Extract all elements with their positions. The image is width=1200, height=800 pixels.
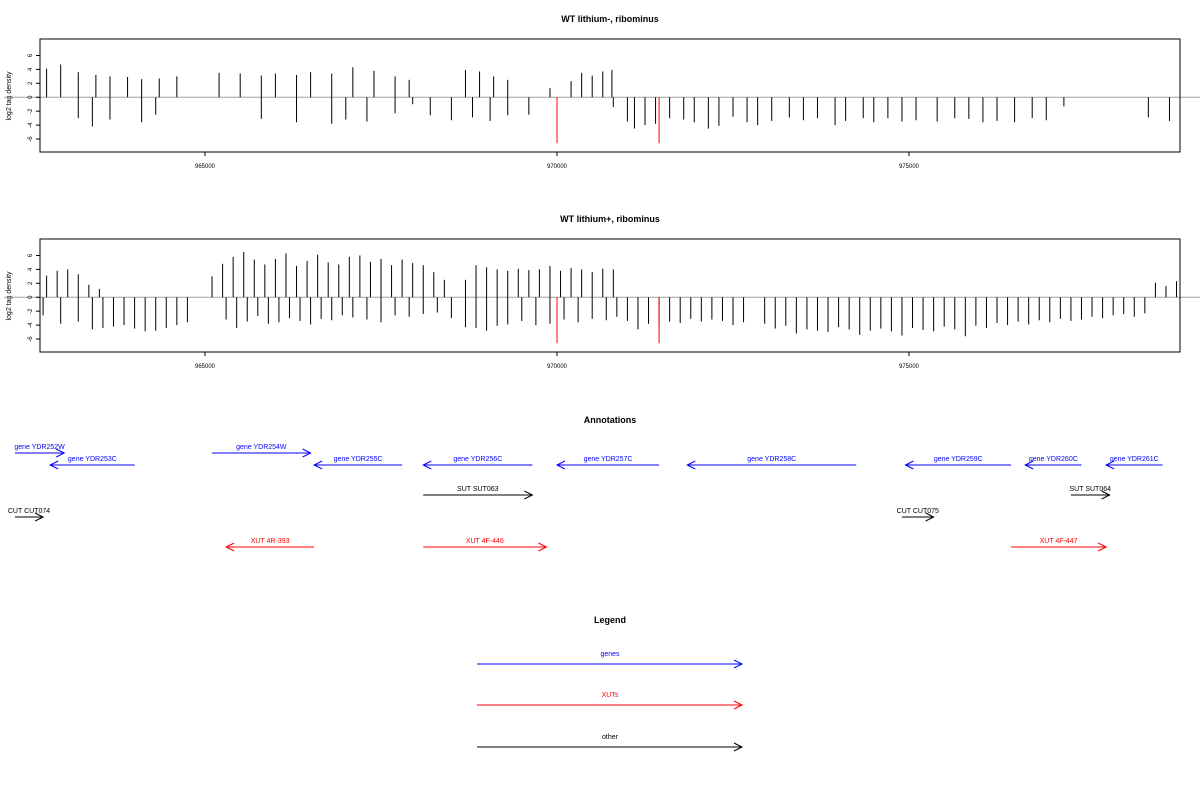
x-tick-label: 970000 xyxy=(547,364,568,370)
legend-label: genes xyxy=(600,651,620,658)
legend-label: other xyxy=(602,734,619,741)
axis-layer: -6 -4 -2 0 2 4 6 965000 970000 975000 xyxy=(28,253,920,370)
feature-label: gene YDR254W xyxy=(236,444,287,451)
annotations-title: Annotations xyxy=(584,415,637,425)
feature-label: SUT SUT064 xyxy=(1070,486,1112,493)
panel-title: WT lithium-, ribominus xyxy=(561,14,659,24)
legend-arrow xyxy=(477,659,744,669)
feature-arrow xyxy=(225,542,315,552)
feature-arrow xyxy=(1070,490,1111,500)
density-panel-lithium-minus: WT lithium-, ribominus log2 tag density … xyxy=(4,14,1200,170)
feature-arrow xyxy=(1105,460,1163,470)
x-tick-label: 975000 xyxy=(899,364,920,370)
feature-label: XUT 4R-393 xyxy=(251,538,290,545)
legend-title: Legend xyxy=(594,615,626,625)
feature-arrow xyxy=(422,460,533,470)
legend: Legend genes XUTs other xyxy=(477,615,744,752)
feature-label: SUT SUT063 xyxy=(457,486,499,493)
feature-label: gene YDR252W xyxy=(14,444,65,451)
y-tick-label: 0 xyxy=(28,295,34,299)
feature-arrow xyxy=(555,460,660,470)
panel-title: WT lithium+, ribominus xyxy=(560,214,660,224)
legend-items: genes XUTs other xyxy=(477,651,744,752)
feature-arrow xyxy=(313,460,403,470)
feature-label: XUT 4F-446 xyxy=(466,538,504,545)
axis-layer: -6 -4 -2 0 2 4 6 965000 970000 975000 xyxy=(28,53,920,170)
feature-arrow xyxy=(212,448,312,458)
y-tick-label: 2 xyxy=(28,81,34,85)
y-tick-label: -2 xyxy=(28,108,34,114)
y-axis-label: log2 tag density xyxy=(6,271,13,321)
y-tick-label: 4 xyxy=(28,67,34,71)
feature-label: gene YDR259C xyxy=(934,456,983,463)
feature-label: gene YDR257C xyxy=(584,456,633,463)
feature-label: CUT CUT074 xyxy=(8,508,50,515)
feature-arrow xyxy=(901,512,935,522)
x-tick-label: 965000 xyxy=(195,364,216,370)
y-tick-label: 4 xyxy=(28,267,34,271)
x-tick-label: 975000 xyxy=(899,164,920,170)
feature-arrow xyxy=(904,460,1012,470)
feature-arrow xyxy=(49,460,135,470)
y-tick-label: 6 xyxy=(28,253,34,257)
y-tick-label: -4 xyxy=(28,322,34,328)
feature-label: gene YDR260C xyxy=(1029,456,1078,463)
y-tick-label: 0 xyxy=(28,95,34,99)
feature-arrow xyxy=(423,542,548,552)
feature-arrow xyxy=(1011,542,1108,552)
feature-arrow xyxy=(686,460,857,470)
bar-layer xyxy=(4,64,1200,144)
feature-arrow xyxy=(14,448,66,458)
feature-label: gene YDR255C xyxy=(334,456,383,463)
bar-layer xyxy=(4,251,1200,344)
y-tick-label: -6 xyxy=(28,136,34,142)
feature-arrow xyxy=(423,490,534,500)
legend-arrow xyxy=(477,742,744,752)
feature-arrow xyxy=(1024,460,1082,470)
x-tick-label: 965000 xyxy=(195,164,216,170)
y-tick-label: -2 xyxy=(28,308,34,314)
density-panel-lithium-plus: WT lithium+, ribominus log2 tag density … xyxy=(4,214,1200,370)
feature-label: gene YDR258C xyxy=(747,456,796,463)
y-tick-label: -6 xyxy=(28,336,34,342)
feature-label: gene YDR256C xyxy=(453,456,502,463)
y-tick-label: -4 xyxy=(28,122,34,128)
y-axis-label: log2 tag density xyxy=(6,71,13,121)
feature-label: gene YDR253C xyxy=(68,456,117,463)
plot-frame xyxy=(39,238,1181,353)
y-tick-label: 2 xyxy=(28,281,34,285)
legend-label: XUTs xyxy=(602,692,619,699)
plot-frame xyxy=(39,38,1181,153)
feature-label: gene YDR261C xyxy=(1110,456,1159,463)
x-tick-label: 970000 xyxy=(547,164,568,170)
feature-label: CUT CUT075 xyxy=(897,508,939,515)
feature-arrow xyxy=(14,512,45,522)
y-tick-label: 6 xyxy=(28,53,34,57)
feature-label: XUT 4F-447 xyxy=(1040,538,1078,545)
legend-arrow xyxy=(477,700,744,710)
